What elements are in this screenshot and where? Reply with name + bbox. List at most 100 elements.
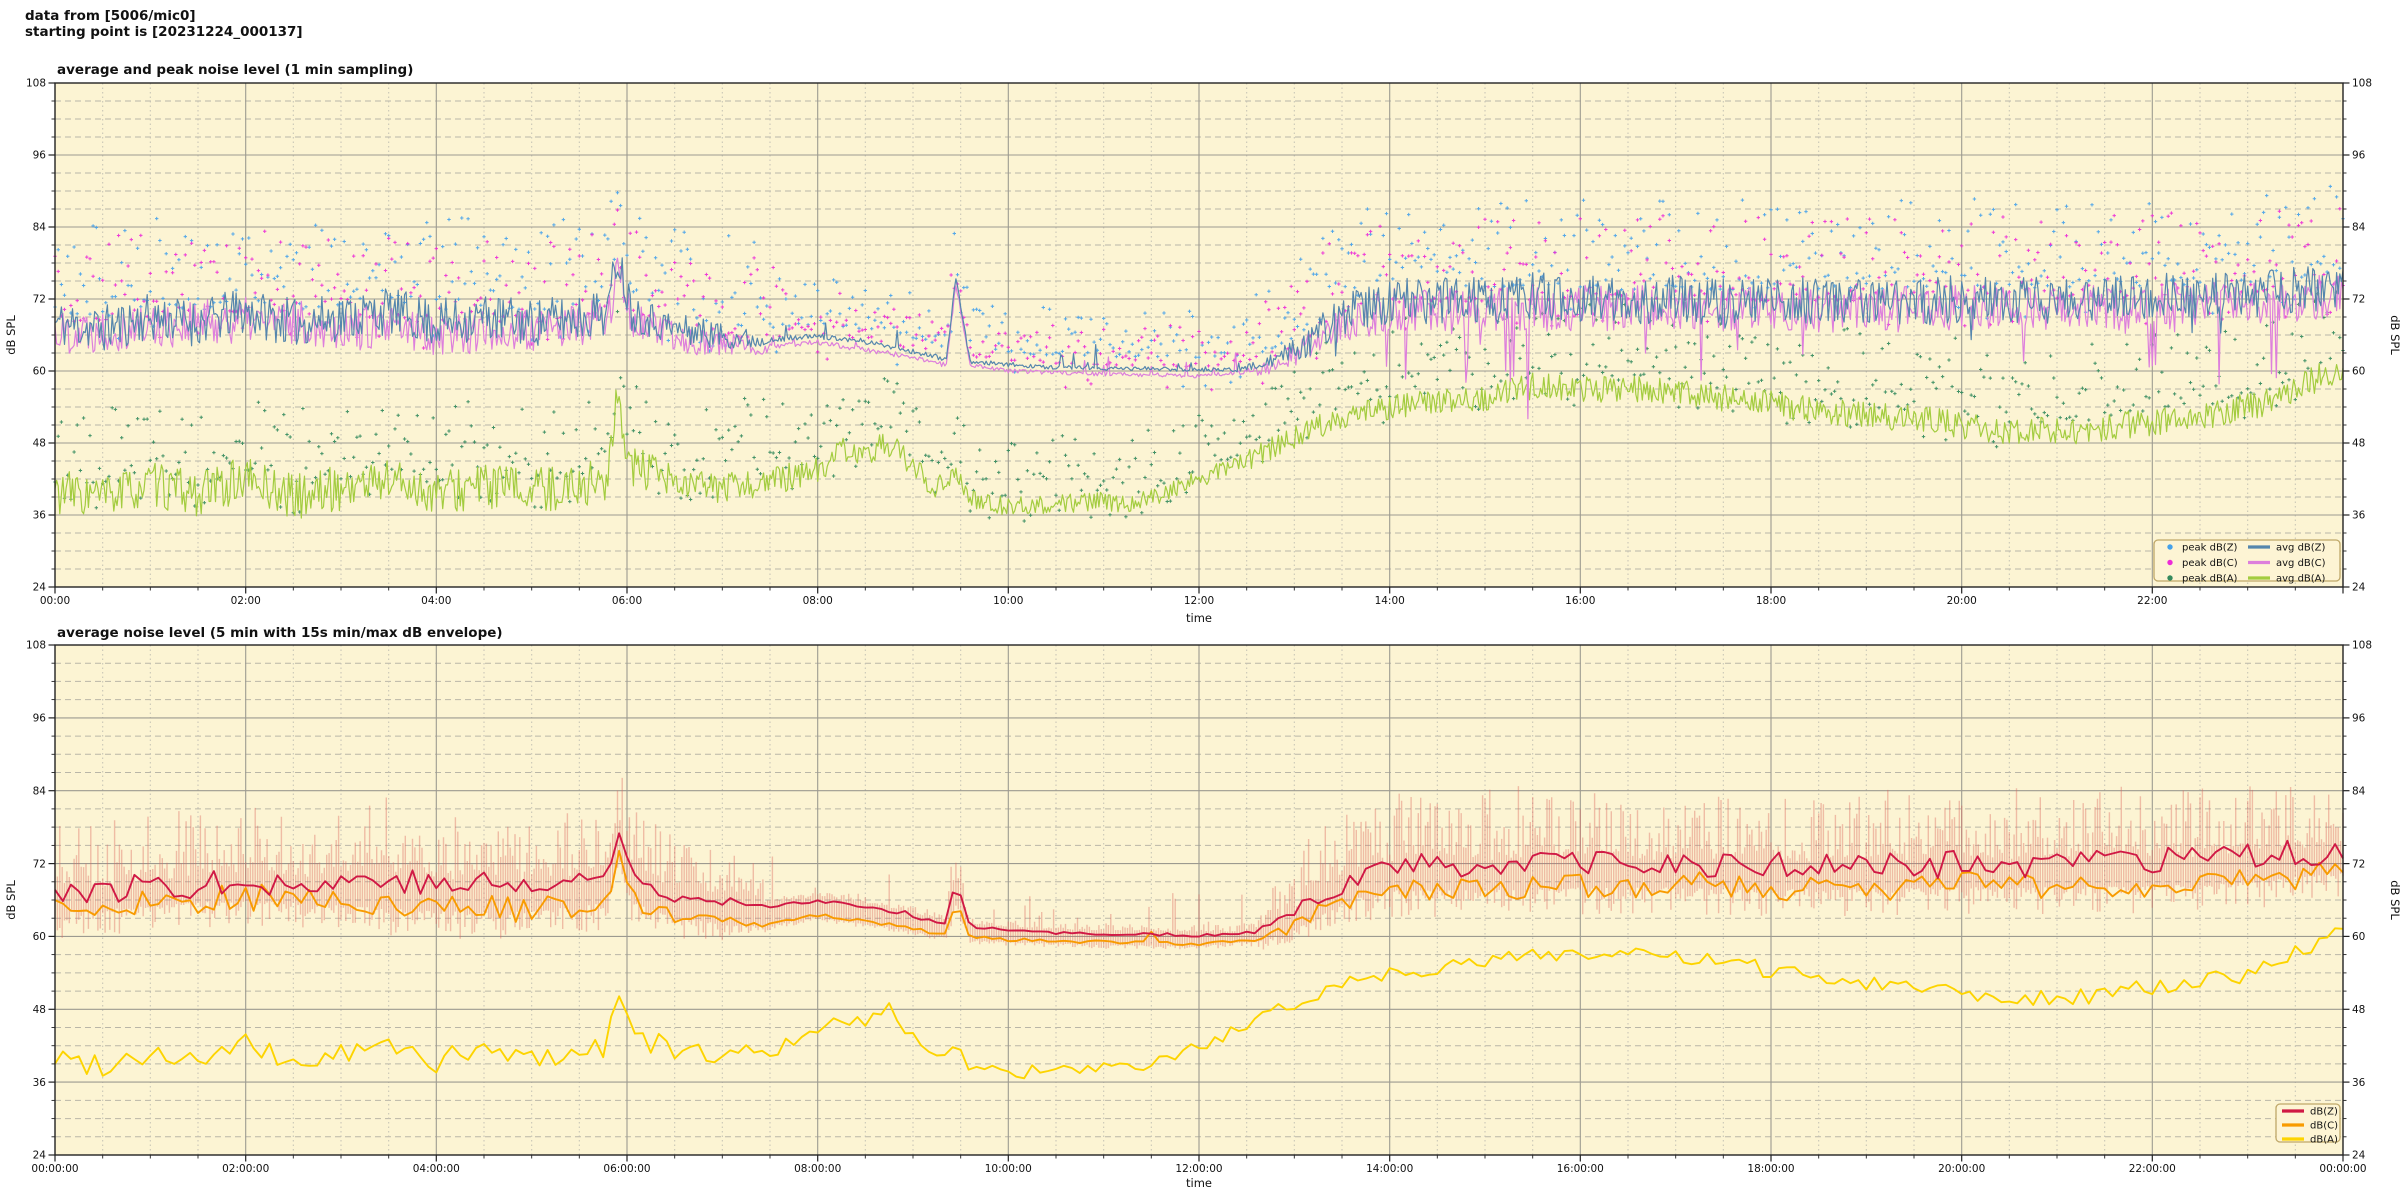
x-tick-label: 00:00:00 xyxy=(2319,1163,2366,1175)
legend-label: dB(Z) xyxy=(2310,1107,2338,1118)
y-tick-label-right: 72 xyxy=(2352,294,2365,306)
bottom-series xyxy=(54,777,2344,1080)
y-tick-label-left: 72 xyxy=(33,294,46,306)
y-tick-label-right: 108 xyxy=(2352,78,2372,90)
x-tick-label: 00:00:00 xyxy=(31,1163,78,1175)
legend-item: dB(A) xyxy=(2282,1135,2338,1146)
y-tick-label-left: 72 xyxy=(33,858,46,870)
y-tick-label-left: 60 xyxy=(33,366,46,378)
x-tick-label: 04:00 xyxy=(421,595,451,607)
y-tick-label-right: 84 xyxy=(2352,785,2366,797)
legend-item: peak dB(C) xyxy=(2167,558,2238,569)
top-ylabel-left: dB SPL xyxy=(4,315,18,355)
y-tick-label-right: 36 xyxy=(2352,1077,2366,1089)
bottom-ylabel-right: dB SPL xyxy=(2388,880,2400,920)
y-tick-label-right: 48 xyxy=(2352,438,2365,450)
bottom-panel: 24 24 36 36 48 48 60 60 72 72 84 84 96 96 108 108 00:00:… xyxy=(4,625,2400,1190)
bottom-grid xyxy=(55,645,2343,1155)
y-tick-label-left: 48 xyxy=(33,1004,46,1016)
legend-marker-dot xyxy=(2167,559,2173,566)
y-tick-label-left: 24 xyxy=(33,582,47,594)
legend-label: avg dB(Z) xyxy=(2276,543,2326,554)
y-tick-label-right: 60 xyxy=(2352,366,2365,378)
x-tick-label: 14:00 xyxy=(1375,595,1405,607)
x-tick-label: 14:00:00 xyxy=(1366,1163,1413,1175)
top-legend: peak dB(Z) peak dB(C) peak dB(A) avg dB(Z) a… xyxy=(2153,539,2341,585)
legend-label: avg dB(C) xyxy=(2276,558,2326,569)
y-tick-label-left: 84 xyxy=(33,785,47,797)
x-tick-label: 08:00:00 xyxy=(794,1163,841,1175)
x-tick-label: 22:00:00 xyxy=(2129,1163,2176,1175)
legend-label: avg dB(A) xyxy=(2276,574,2326,585)
line-dbz xyxy=(54,832,2344,938)
y-tick-label-left: 108 xyxy=(26,78,46,90)
bottom-ylabel-left: dB SPL xyxy=(4,880,18,920)
legend-box xyxy=(2275,1103,2341,1143)
top-axes: 24 24 36 36 48 48 60 60 72 72 84 84 96 96 108 108 00:00 0… xyxy=(26,78,2372,607)
x-tick-label: 10:00:00 xyxy=(985,1163,1032,1175)
legend-item: avg dB(Z) xyxy=(2248,543,2326,554)
line-dbc xyxy=(54,849,2344,947)
y-tick-label-left: 36 xyxy=(33,1077,47,1089)
x-tick-label: 12:00:00 xyxy=(1175,1163,1222,1175)
x-tick-label: 22:00 xyxy=(2137,595,2167,607)
y-tick-label-left: 84 xyxy=(33,222,47,234)
y-tick-label-right: 48 xyxy=(2352,1004,2365,1016)
x-tick-label: 18:00 xyxy=(1756,595,1786,607)
y-tick-label-right: 96 xyxy=(2352,150,2366,162)
line-dba xyxy=(54,927,2344,1080)
top-ylabel-right: dB SPL xyxy=(2388,315,2400,355)
y-tick-label-right: 108 xyxy=(2352,640,2372,652)
legend-item: dB(Z) xyxy=(2282,1107,2338,1118)
top-xlabel: time xyxy=(1186,611,1212,625)
header-line2: starting point is [20231224_000137] xyxy=(25,24,303,40)
legend-item: dB(C) xyxy=(2282,1121,2338,1132)
legend-box xyxy=(2153,539,2341,582)
y-tick-label-left: 24 xyxy=(33,1150,47,1162)
y-tick-label-left: 36 xyxy=(33,510,47,522)
legend-item: peak dB(A) xyxy=(2167,574,2238,585)
x-tick-label: 02:00:00 xyxy=(222,1163,269,1175)
y-tick-label-left: 48 xyxy=(33,438,46,450)
legend-marker-dot xyxy=(2167,575,2173,581)
legend-label: peak dB(C) xyxy=(2182,558,2238,569)
y-tick-label-right: 24 xyxy=(2352,582,2366,594)
header: data from [5006/mic0] starting point is … xyxy=(25,8,303,40)
x-tick-label: 02:00 xyxy=(231,595,261,607)
x-tick-label: 18:00:00 xyxy=(1747,1163,1794,1175)
top-panel: 24 24 36 36 48 48 60 60 72 72 84 84 96 96 108 108 00:00 0… xyxy=(4,62,2400,625)
y-tick-label-right: 72 xyxy=(2352,858,2365,870)
y-tick-label-left: 96 xyxy=(33,150,47,162)
y-tick-label-right: 24 xyxy=(2352,1150,2366,1162)
y-tick-label-right: 60 xyxy=(2352,931,2365,943)
x-tick-label: 06:00:00 xyxy=(603,1163,650,1175)
x-tick-label: 20:00:00 xyxy=(1938,1163,1985,1175)
legend-label: dB(C) xyxy=(2310,1121,2338,1132)
line-avg_dbc xyxy=(54,257,2344,420)
x-tick-label: 04:00:00 xyxy=(413,1163,460,1175)
x-tick-label: 20:00 xyxy=(1947,595,1977,607)
legend-item: avg dB(C) xyxy=(2248,558,2326,569)
x-tick-label: 10:00 xyxy=(993,595,1023,607)
legend-item: avg dB(A) xyxy=(2248,574,2326,585)
x-tick-label: 08:00 xyxy=(803,595,833,607)
y-tick-label-right: 96 xyxy=(2352,713,2366,725)
top-chart-title: average and peak noise level (1 min samp… xyxy=(57,62,413,78)
header-line1: data from [5006/mic0] xyxy=(25,8,196,24)
line-avg_dba xyxy=(54,363,2344,519)
y-tick-label-left: 60 xyxy=(33,931,46,943)
line-avg_dbz xyxy=(54,257,2344,373)
y-tick-label-right: 84 xyxy=(2352,222,2366,234)
top-series xyxy=(53,184,2345,523)
bottom-legend: dB(Z) dB(C) dB(A) xyxy=(2275,1103,2341,1146)
x-tick-label: 06:00 xyxy=(612,595,642,607)
x-tick-label: 16:00 xyxy=(1565,595,1595,607)
x-tick-label: 00:00 xyxy=(40,595,70,607)
y-tick-label-left: 108 xyxy=(26,640,46,652)
x-tick-label: 12:00 xyxy=(1184,595,1214,607)
x-tick-label: 16:00:00 xyxy=(1557,1163,1604,1175)
bottom-xlabel: time xyxy=(1186,1176,1212,1190)
legend-item: peak dB(Z) xyxy=(2167,543,2238,554)
